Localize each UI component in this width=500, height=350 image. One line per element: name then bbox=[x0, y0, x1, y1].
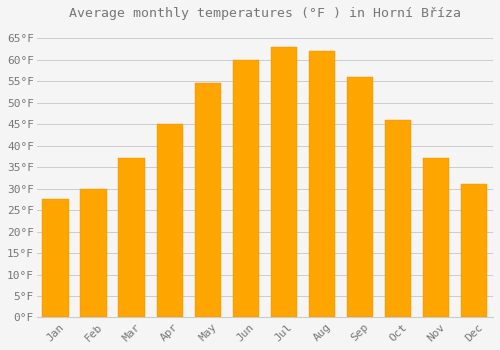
Title: Average monthly temperatures (°F ) in Horní Bříza: Average monthly temperatures (°F ) in Ho… bbox=[69, 7, 461, 20]
Bar bbox=[118, 159, 145, 317]
Bar bbox=[460, 184, 487, 317]
Bar bbox=[42, 199, 69, 317]
Bar bbox=[384, 120, 411, 317]
Bar bbox=[308, 51, 335, 317]
Bar bbox=[422, 159, 450, 317]
Bar bbox=[194, 83, 221, 317]
Bar bbox=[346, 77, 374, 317]
Bar bbox=[156, 124, 183, 317]
Bar bbox=[80, 189, 107, 317]
Bar bbox=[270, 47, 297, 317]
Bar bbox=[232, 60, 259, 317]
